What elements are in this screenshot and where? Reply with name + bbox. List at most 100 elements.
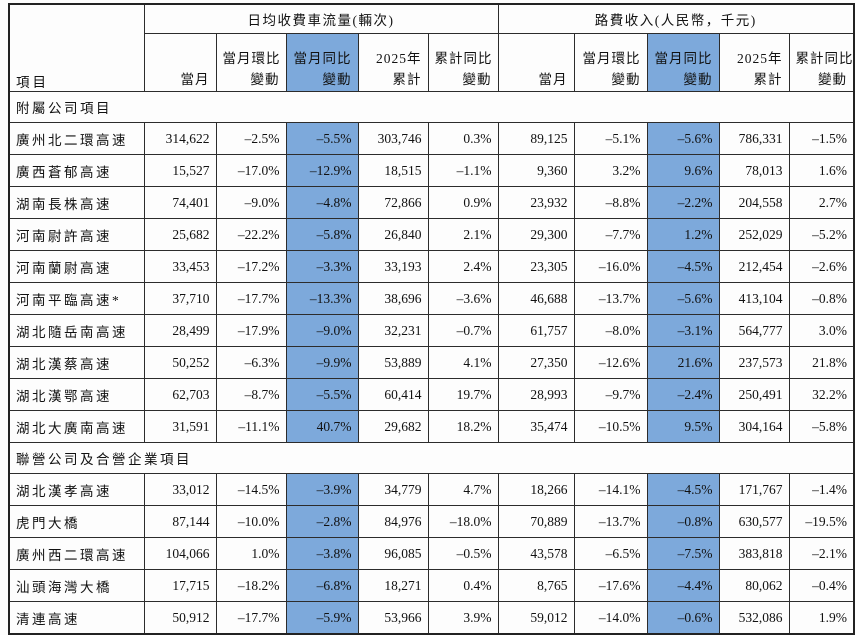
value-cell: –0.6% bbox=[646, 601, 720, 635]
column-header-line: 變動 bbox=[250, 72, 280, 88]
table-body: 附屬公司項目 廣州北二環高速 314,622 –2.5% –5.5% 303,746 0.3… bbox=[8, 91, 855, 635]
value-cell: –13.7% bbox=[573, 282, 648, 315]
value-cell: 33,453 bbox=[143, 250, 217, 283]
value-cell: 18,266 bbox=[497, 473, 575, 506]
table-row: 廣州北二環高速 314,622 –2.5% –5.5% 303,746 0.3% 89,12… bbox=[8, 122, 855, 155]
value-cell: 3.9% bbox=[427, 601, 499, 635]
column-header: 當月環比 變動 bbox=[573, 33, 648, 92]
value-cell: –12.9% bbox=[285, 154, 359, 187]
value-cell: 33,012 bbox=[143, 473, 217, 506]
value-cell: –0.8% bbox=[788, 282, 855, 315]
column-header: 當月環比 變動 bbox=[215, 33, 287, 92]
value-cell: –6.3% bbox=[215, 346, 287, 379]
table-header: 項目 日均收費車流量(輛次) 路費收入(人民幣，千元) 當月 當月環比 變動 當月同比… bbox=[8, 3, 855, 92]
table-row: 湖北漢鄂高速 62,703 –8.7% –5.5% 60,414 19.7% 28,993–… bbox=[8, 378, 855, 411]
value-cell: –5.9% bbox=[285, 601, 359, 635]
value-cell: 89,125 bbox=[497, 122, 575, 155]
table-row: 虎門大橋 87,144 –10.0% –2.8% 84,976 –18.0% 70,889–… bbox=[8, 505, 855, 538]
value-cell: 53,889 bbox=[357, 346, 429, 379]
value-cell: –17.9% bbox=[215, 314, 287, 347]
group-header-row: 項目 日均收費車流量(輛次) 路費收入(人民幣，千元) bbox=[8, 3, 855, 92]
value-cell: 27,350 bbox=[497, 346, 575, 379]
value-cell: –3.1% bbox=[646, 314, 720, 347]
table-row: 河南蘭尉高速 33,453 –17.2% –3.3% 33,193 2.4% 23,305–… bbox=[8, 250, 855, 283]
value-cell: –2.1% bbox=[788, 537, 855, 570]
value-cell: 1.2% bbox=[646, 218, 720, 251]
project-name-cell: 湖南長株高速 bbox=[8, 186, 145, 219]
value-cell: 23,932 bbox=[497, 186, 575, 219]
value-cell: –6.8% bbox=[285, 569, 359, 602]
value-cell: 237,573 bbox=[718, 346, 790, 379]
column-header: 2025年累計 bbox=[357, 33, 429, 92]
value-cell: 28,993 bbox=[497, 378, 575, 411]
column-header-line: 2025年 bbox=[737, 51, 783, 67]
toll-data-table: 項目 日均收費車流量(輛次) 路費收入(人民幣，千元) 當月 當月環比 變動 當月同比… bbox=[8, 3, 855, 635]
project-name-cell: 湖北漢鄂高速 bbox=[8, 378, 145, 411]
value-cell: 21.8% bbox=[788, 346, 855, 379]
value-cell: 21.6% bbox=[646, 346, 720, 379]
value-cell: 303,746 bbox=[357, 122, 429, 155]
value-cell: –3.9% bbox=[285, 473, 359, 506]
value-cell: –9.7% bbox=[573, 378, 648, 411]
value-cell: –4.5% bbox=[646, 473, 720, 506]
column-header: 累計同比 變動 bbox=[427, 33, 499, 92]
project-name-cell: 河南平臨高速* bbox=[8, 282, 145, 315]
value-cell: 62,703 bbox=[143, 378, 217, 411]
value-cell: 60,414 bbox=[357, 378, 429, 411]
value-cell: 15,527 bbox=[143, 154, 217, 187]
value-cell: –19.5% bbox=[788, 505, 855, 538]
value-cell: 38,696 bbox=[357, 282, 429, 315]
value-cell: 32,231 bbox=[357, 314, 429, 347]
column-header-line: 當月同比 bbox=[293, 51, 352, 67]
value-cell: 204,558 bbox=[718, 186, 790, 219]
project-name-cell: 河南蘭尉高速 bbox=[8, 250, 145, 283]
value-cell: 2.1% bbox=[427, 218, 499, 251]
project-name-cell: 湖北隨岳南高速 bbox=[8, 314, 145, 347]
value-cell: –4.8% bbox=[285, 186, 359, 219]
column-header-line: 當月 bbox=[538, 72, 568, 88]
table-row: 湖北隨岳南高速 28,499 –17.9% –9.0% 32,231 –0.7% 61,75… bbox=[8, 314, 855, 347]
value-cell: –5.1% bbox=[573, 122, 648, 155]
value-cell: 96,085 bbox=[357, 537, 429, 570]
value-cell: –10.0% bbox=[215, 505, 287, 538]
value-cell: –2.6% bbox=[788, 250, 855, 283]
value-cell: –2.4% bbox=[646, 378, 720, 411]
value-cell: –2.5% bbox=[215, 122, 287, 155]
value-cell: 18,515 bbox=[357, 154, 429, 187]
value-cell: –9.9% bbox=[285, 346, 359, 379]
value-cell: 1.0% bbox=[215, 537, 287, 570]
value-cell: 18.2% bbox=[427, 410, 499, 443]
column-header-line: 累計同比 bbox=[434, 51, 493, 67]
value-cell: 59,012 bbox=[497, 601, 575, 635]
value-cell: –17.2% bbox=[215, 250, 287, 283]
table-row: 汕頭海灣大橋 17,715 –18.2% –6.8% 18,271 0.4% 8,765 –1… bbox=[8, 569, 855, 602]
value-cell: –12.6% bbox=[573, 346, 648, 379]
table-row: 廣西蒼郁高速 15,527 –17.0% –12.9% 18,515 –1.1% 9,360… bbox=[8, 154, 855, 187]
value-cell: 37,710 bbox=[143, 282, 217, 315]
value-cell: 9.6% bbox=[646, 154, 720, 187]
value-cell: –0.4% bbox=[788, 569, 855, 602]
value-cell: –3.3% bbox=[285, 250, 359, 283]
value-cell: –22.2% bbox=[215, 218, 287, 251]
column-header-line: 變動 bbox=[611, 72, 641, 88]
column-header-line: 2025年 bbox=[376, 51, 422, 67]
value-cell: 564,777 bbox=[718, 314, 790, 347]
value-cell: –2.2% bbox=[646, 186, 720, 219]
value-cell: –14.5% bbox=[215, 473, 287, 506]
column-header-line: 累計 bbox=[392, 72, 422, 88]
group-header-revenue: 路費收入(人民幣，千元) bbox=[497, 3, 855, 34]
value-cell: –5.8% bbox=[788, 410, 855, 443]
value-cell: 61,757 bbox=[497, 314, 575, 347]
value-cell: –3.6% bbox=[427, 282, 499, 315]
value-cell: 0.3% bbox=[427, 122, 499, 155]
value-cell: 1.6% bbox=[788, 154, 855, 187]
value-cell: 40.7% bbox=[285, 410, 359, 443]
value-cell: 29,682 bbox=[357, 410, 429, 443]
value-cell: 3.2% bbox=[573, 154, 648, 187]
column-header: 當月同比 變動 bbox=[646, 33, 720, 92]
value-cell: 532,086 bbox=[718, 601, 790, 635]
value-cell: –3.8% bbox=[285, 537, 359, 570]
value-cell: 9.5% bbox=[646, 410, 720, 443]
value-cell: 4.7% bbox=[427, 473, 499, 506]
value-cell: –2.8% bbox=[285, 505, 359, 538]
